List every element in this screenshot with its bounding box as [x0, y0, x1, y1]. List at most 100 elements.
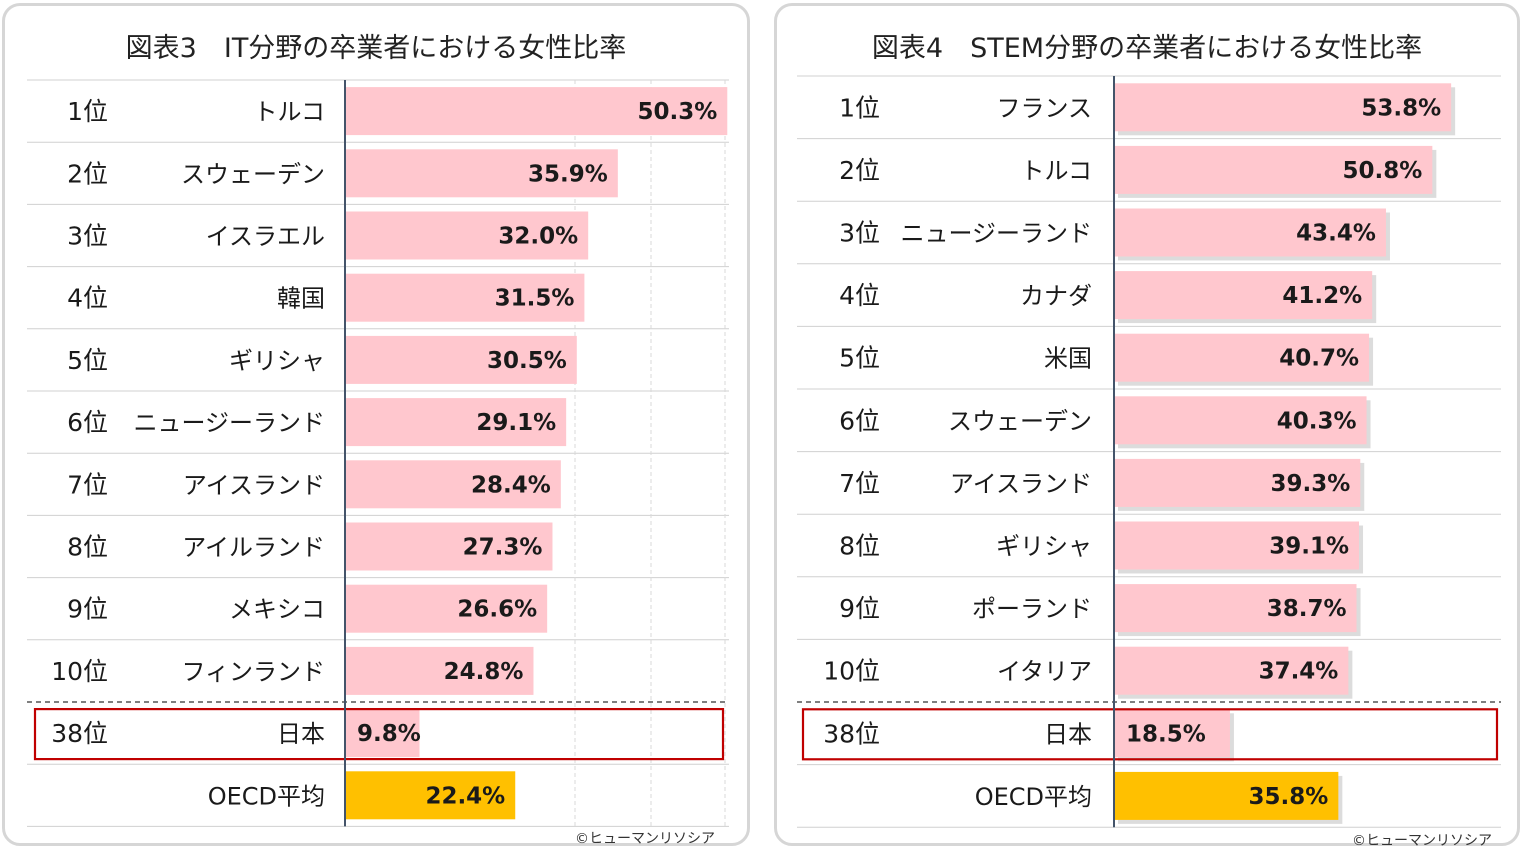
bar: [345, 211, 589, 260]
chart-title: 図表3 IT分野の卒業者における女性比率: [125, 33, 627, 64]
bar: [1114, 333, 1370, 382]
value-label: 50.8%: [1343, 158, 1423, 184]
value-label: 43.4%: [1296, 221, 1376, 247]
bar: [1114, 83, 1452, 132]
value-label: 35.9%: [528, 161, 608, 187]
chart-panel-stem: 図表4 STEM分野の卒業者における女性比率 53.8% 1位 フランス 50.8% 2…: [774, 3, 1520, 849]
credit-text: ©ヒューマンリソシア: [575, 831, 715, 847]
category-label: フィンランド: [181, 658, 325, 686]
category-label: ギリシャ: [996, 533, 1092, 561]
bar: [345, 398, 567, 447]
bar: [345, 335, 577, 384]
bar: [345, 149, 618, 198]
category-label: 韓国: [277, 285, 325, 313]
rank-label: 1位: [839, 93, 880, 122]
rank-label: 6位: [839, 406, 880, 435]
bar: [345, 522, 553, 571]
bar: [1114, 521, 1360, 570]
value-label: 39.1%: [1269, 534, 1349, 560]
category-label: 米国: [1044, 345, 1092, 373]
rank-label: 7位: [67, 470, 108, 499]
chart-panel-it: 図表3 IT分野の卒業者における女性比率 50.3% 1位 トルコ 35.9% 2位 スウ…: [2, 3, 750, 847]
value-label: 38.7%: [1267, 596, 1347, 622]
rank-label: 9位: [839, 594, 880, 623]
rank-label: 2位: [839, 156, 880, 185]
rank-label: 5位: [67, 346, 108, 375]
category-label: トルコ: [253, 98, 325, 126]
bar: [345, 584, 548, 633]
category-label: アイスランド: [183, 471, 325, 499]
rank-label: 8位: [839, 532, 880, 561]
category-label: アイルランド: [182, 534, 325, 562]
rank-label: 1位: [67, 97, 108, 126]
bar: [345, 273, 585, 322]
category-label: スウェーデン: [948, 407, 1092, 435]
highlight-box: [33, 707, 725, 761]
bar: [1114, 584, 1357, 633]
bar: [1114, 145, 1433, 194]
category-label: イスラエル: [206, 223, 325, 251]
value-label: 41.2%: [1282, 283, 1362, 309]
rank-label: 10位: [51, 657, 108, 686]
rank-label: 7位: [839, 469, 880, 498]
category-label: メキシコ: [229, 596, 325, 624]
bar: [1114, 458, 1361, 507]
rank-label: 3位: [67, 222, 108, 251]
value-label: 40.7%: [1279, 346, 1359, 372]
rank-label: 10位: [823, 657, 880, 686]
value-label: 28.4%: [471, 472, 551, 498]
value-label: 39.3%: [1270, 471, 1350, 497]
value-label: 40.3%: [1277, 408, 1357, 434]
rank-label: 4位: [839, 281, 880, 310]
value-label: 50.3%: [637, 99, 717, 125]
rank-label: 8位: [67, 533, 108, 562]
value-label: 31.5%: [495, 286, 575, 312]
chart-area-stem: 53.8% 1位 フランス 50.8% 2位 トルコ 43.4% 3位 ニュージーランド 41.2…: [777, 6, 1517, 843]
bar: [345, 771, 516, 820]
category-label: フランス: [996, 94, 1092, 122]
rank-label: 5位: [839, 344, 880, 373]
rank-label: 3位: [839, 219, 880, 248]
category-label: スウェーデン: [181, 160, 325, 188]
category-label: ギリシャ: [229, 347, 325, 375]
rank-label: 6位: [67, 408, 108, 437]
bar: [1114, 396, 1367, 445]
bar: [1114, 208, 1386, 257]
bar: [345, 646, 534, 695]
category-label: ニュージーランド: [133, 409, 325, 437]
rank-label: 2位: [67, 159, 108, 188]
category-label: OECD平均: [208, 782, 325, 810]
category-label: イタリア: [997, 658, 1092, 686]
value-label: 22.4%: [425, 783, 505, 809]
category-label: トルコ: [1020, 157, 1092, 185]
bar: [1114, 271, 1373, 320]
category-label: カナダ: [1020, 282, 1092, 310]
bar: [345, 709, 420, 758]
chart-area-it: 50.3% 1位 トルコ 35.9% 2位 スウェーデン 32.0% 3位 イスラエル 31.5%…: [5, 6, 747, 843]
rank-label: 38位: [51, 719, 108, 748]
category-label: ポーランド: [972, 595, 1092, 623]
value-label: 26.6%: [457, 597, 537, 623]
bar: [345, 87, 728, 136]
category-label: 日本: [1044, 720, 1092, 748]
chart-svg: 50.3% 1位 トルコ 35.9% 2位 スウェーデン 32.0% 3位 イスラエル 31.5%…: [27, 79, 729, 827]
category-label: 日本: [277, 720, 325, 748]
value-label: 24.8%: [444, 659, 524, 685]
value-label: 9.8%: [357, 721, 421, 747]
chart-title: 図表4 STEM分野の卒業者における女性比率: [871, 33, 1423, 64]
highlight-box: [801, 708, 1499, 761]
bar: [1114, 646, 1349, 695]
bar: [1114, 709, 1230, 758]
value-label: 35.8%: [1249, 784, 1329, 810]
rank-label: 9位: [67, 595, 108, 624]
rank-label: 38位: [823, 719, 880, 748]
value-label: 18.5%: [1126, 721, 1206, 747]
chart-svg: 53.8% 1位 フランス 50.8% 2位 トルコ 43.4% 3位 ニュージーランド 41.2…: [797, 75, 1501, 828]
value-label: 53.8%: [1361, 95, 1441, 121]
category-label: ニュージーランド: [900, 220, 1092, 248]
category-label: OECD平均: [975, 783, 1092, 811]
category-label: アイスランド: [950, 470, 1092, 498]
value-label: 30.5%: [487, 348, 567, 374]
credit-text: ©ヒューマンリソシア: [1352, 833, 1492, 849]
value-label: 32.0%: [498, 224, 578, 250]
